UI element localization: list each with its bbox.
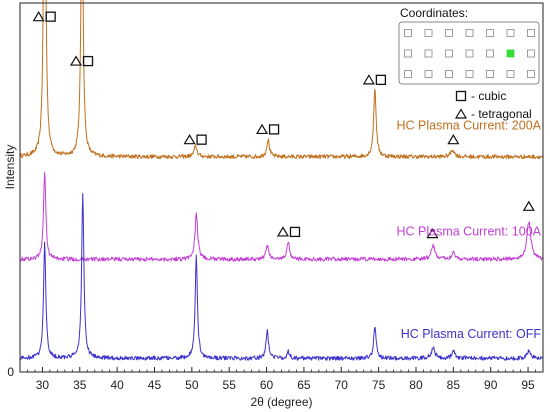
legend-item: - tetragonal [454, 107, 532, 121]
cubic-symbol [268, 124, 280, 135]
inset-cell [486, 29, 494, 37]
inset-cell [465, 29, 474, 37]
cubic-symbol [45, 11, 56, 22]
peak-annotation [522, 200, 535, 211]
inset-cell [506, 70, 515, 78]
x-tick-label: 35 [73, 378, 87, 392]
tetragonal-symbol [183, 133, 196, 145]
legend-label: - cubic [471, 89, 506, 103]
peak-annotation [362, 74, 387, 86]
series-label: HC Plasma Current: 200A [396, 118, 541, 132]
legend-label: - tetragonal [471, 107, 532, 121]
tetragonal-symbol [32, 10, 45, 22]
x-tick-label: 40 [110, 378, 124, 392]
x-tick-label: 95 [521, 378, 535, 392]
inset-cell [424, 70, 433, 78]
x-tick-label: 65 [297, 378, 311, 392]
x-tick-label: 75 [372, 378, 386, 392]
cubic-symbol [455, 90, 467, 102]
peak-annotation [447, 133, 460, 145]
cubic-symbol [196, 134, 207, 145]
inset-cell [527, 70, 535, 78]
inset-cell-highlighted [506, 49, 515, 58]
tetragonal-symbol [362, 74, 375, 85]
x-tick-label: 30 [36, 378, 50, 392]
inset-title: Coordinates: [400, 6, 468, 20]
inset-cell [445, 49, 453, 58]
x-tick-label: 55 [223, 378, 237, 392]
tetragonal-symbol [276, 226, 290, 237]
series-labels: HC Plasma Current: 200A HC Plasma Current… [396, 118, 541, 340]
axes: 30 35 40 45 50 55 60 65 70 75 80 85 90 95 2θ (degree) I… [3, 2, 544, 409]
cubic-symbol [375, 74, 387, 86]
tetragonal-symbol [454, 108, 468, 119]
cubic-symbol [289, 226, 301, 238]
peak-annotation [183, 133, 207, 145]
x-tick-label: 90 [484, 378, 498, 392]
peak-annotation [426, 227, 439, 239]
inset-cell [465, 49, 474, 58]
series-label: HC Plasma Current: OFF [401, 327, 542, 341]
tetragonal-symbol [522, 200, 535, 211]
x-tick-label: 60 [260, 378, 274, 392]
inset-cell [404, 70, 412, 78]
x-tick-label: 50 [185, 378, 199, 392]
x-tick-label: 70 [335, 378, 349, 392]
inset-cell [527, 29, 535, 37]
peak-annotation [256, 123, 280, 135]
inset-cell [527, 49, 535, 58]
inset-cell [506, 29, 515, 37]
x-tick-label: 80 [409, 378, 423, 392]
inset-cell [424, 29, 433, 37]
peak-annotation [276, 226, 301, 238]
series-line [19, 171, 544, 262]
peak-annotation [32, 10, 56, 22]
inset-cell [486, 70, 494, 78]
series-line [19, 192, 544, 361]
inset-cell [404, 49, 412, 58]
tetragonal-symbol [426, 227, 439, 239]
tetragonal-symbol [256, 123, 269, 135]
series-label: HC Plasma Current: 100A [396, 224, 541, 238]
y-tick-label: 0 [7, 365, 14, 379]
x-tick-label: 45 [148, 378, 162, 392]
y-axis-title: Intensity [3, 145, 17, 190]
inset-cell [486, 49, 494, 58]
inset-cell [445, 29, 453, 37]
cubic-symbol [82, 55, 94, 67]
x-axis-title: 2θ (degree) [250, 395, 312, 409]
inset-cell [445, 70, 453, 78]
x-tick-label: 85 [447, 378, 461, 392]
inset-cell [404, 29, 412, 37]
legend: - cubic - tetragonal [454, 89, 532, 121]
tetragonal-symbol [447, 133, 460, 145]
tetragonal-symbol [69, 55, 83, 66]
series-layer [19, 0, 544, 361]
legend-item: - cubic [455, 89, 506, 103]
peak-annotation [69, 55, 94, 67]
peak-annotation-layer [32, 10, 535, 239]
inset-cell [465, 70, 474, 78]
coordinates-inset: Coordinates: [398, 6, 540, 85]
inset-cell [424, 49, 433, 58]
series-line [19, 0, 544, 160]
